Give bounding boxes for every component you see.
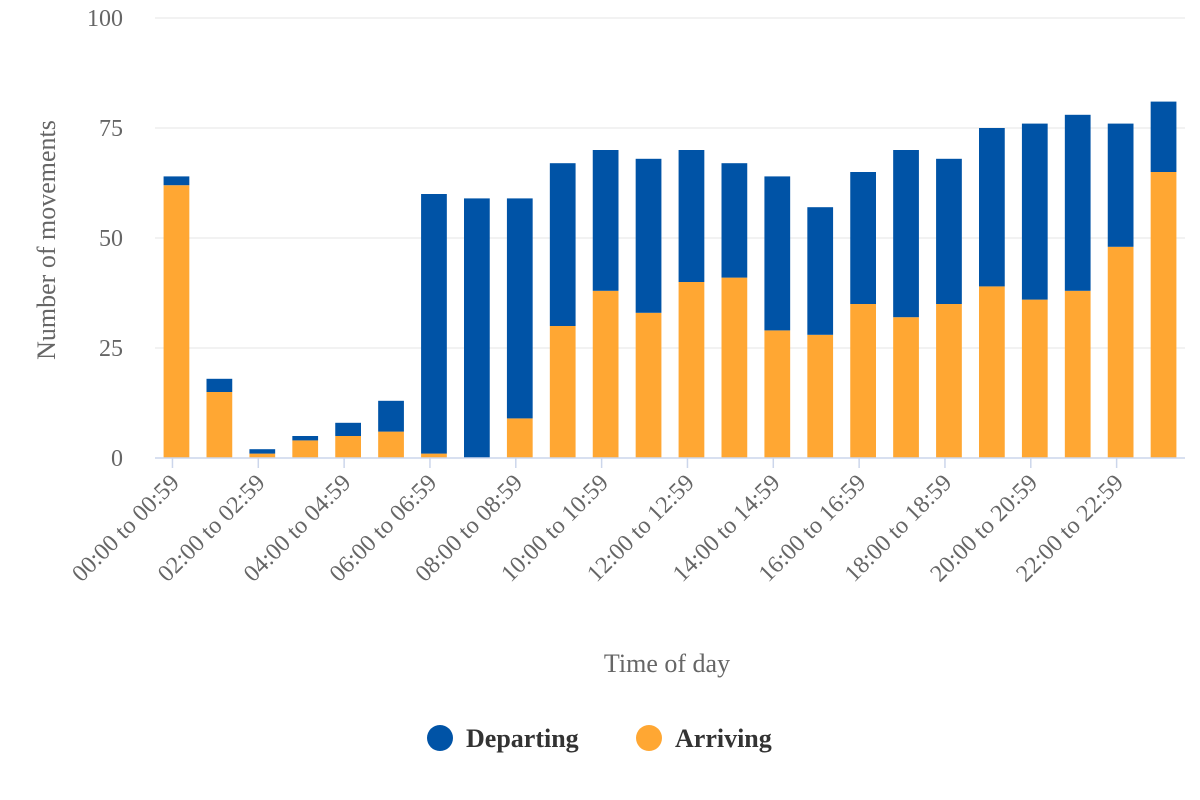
bar-departing-7[interactable] [464, 198, 490, 458]
bar-departing-12[interactable] [678, 150, 705, 282]
bar-departing-8[interactable] [506, 198, 533, 419]
legend-item-departing[interactable]: Departing [427, 724, 579, 753]
bar-departing-11[interactable] [635, 158, 662, 313]
bar-arriving-17[interactable] [893, 317, 919, 458]
bar-arriving-9[interactable] [549, 326, 576, 458]
legend-swatch [636, 725, 662, 751]
bar-departing-17[interactable] [893, 150, 919, 318]
y-tick-label: 75 [99, 116, 123, 142]
bar-arriving-21[interactable] [1064, 290, 1091, 458]
y-axis-title: Number of movements [32, 120, 61, 360]
bar-departing-19[interactable] [979, 128, 1005, 287]
bar-arriving-23[interactable] [1150, 172, 1177, 458]
bar-departing-3[interactable] [292, 436, 319, 441]
bar-departing-18[interactable] [936, 158, 962, 304]
bars [163, 101, 1177, 458]
bar-departing-4[interactable] [335, 422, 361, 436]
bar-arriving-11[interactable] [635, 312, 662, 458]
bar-arriving-12[interactable] [678, 282, 705, 458]
legend-label: Arriving [675, 724, 772, 753]
bar-arriving-19[interactable] [979, 286, 1005, 458]
bar-departing-16[interactable] [850, 172, 876, 304]
x-axis-title: Time of day [604, 649, 730, 678]
bar-departing-5[interactable] [378, 400, 404, 432]
bar-arriving-5[interactable] [378, 431, 404, 458]
bar-departing-2[interactable] [249, 449, 276, 454]
bar-departing-1[interactable] [206, 378, 233, 392]
bar-arriving-3[interactable] [292, 440, 319, 458]
bar-arriving-8[interactable] [506, 418, 533, 458]
bar-arriving-18[interactable] [936, 304, 962, 458]
bar-departing-10[interactable] [592, 150, 619, 291]
bar-arriving-20[interactable] [1021, 299, 1048, 458]
bar-arriving-14[interactable] [764, 330, 791, 458]
bar-arriving-16[interactable] [850, 304, 876, 458]
y-tick-label: 0 [111, 446, 123, 472]
bar-arriving-4[interactable] [335, 436, 361, 458]
legend: Departing Arriving [427, 724, 772, 753]
bar-arriving-22[interactable] [1107, 246, 1134, 458]
bar-departing-23[interactable] [1150, 101, 1177, 172]
bar-departing-21[interactable] [1064, 114, 1091, 291]
y-tick-label: 100 [87, 6, 123, 32]
bar-departing-9[interactable] [549, 163, 576, 326]
axes [155, 457, 1185, 468]
bar-arriving-1[interactable] [206, 392, 233, 458]
bar-departing-0[interactable] [163, 176, 190, 186]
bar-arriving-6[interactable] [421, 453, 447, 458]
y-tick-label: 25 [99, 336, 123, 362]
y-tick-label: 50 [99, 226, 123, 252]
bar-arriving-0[interactable] [163, 185, 190, 458]
bar-departing-13[interactable] [721, 163, 748, 278]
bar-departing-22[interactable] [1107, 123, 1134, 247]
bar-arriving-2[interactable] [249, 453, 276, 458]
gridlines [155, 17, 1185, 349]
legend-swatch [427, 725, 453, 751]
bar-departing-15[interactable] [807, 207, 834, 335]
bar-departing-20[interactable] [1021, 123, 1048, 300]
bar-departing-6[interactable] [421, 194, 447, 454]
bar-departing-14[interactable] [764, 176, 791, 331]
legend-item-arriving[interactable]: Arriving [636, 724, 772, 753]
bar-arriving-13[interactable] [721, 277, 748, 458]
bar-arriving-10[interactable] [592, 290, 619, 458]
legend-label: Departing [466, 724, 579, 753]
y-axis-tick-labels: 0 25 50 75 100 [87, 6, 123, 472]
bar-arriving-15[interactable] [807, 334, 834, 458]
